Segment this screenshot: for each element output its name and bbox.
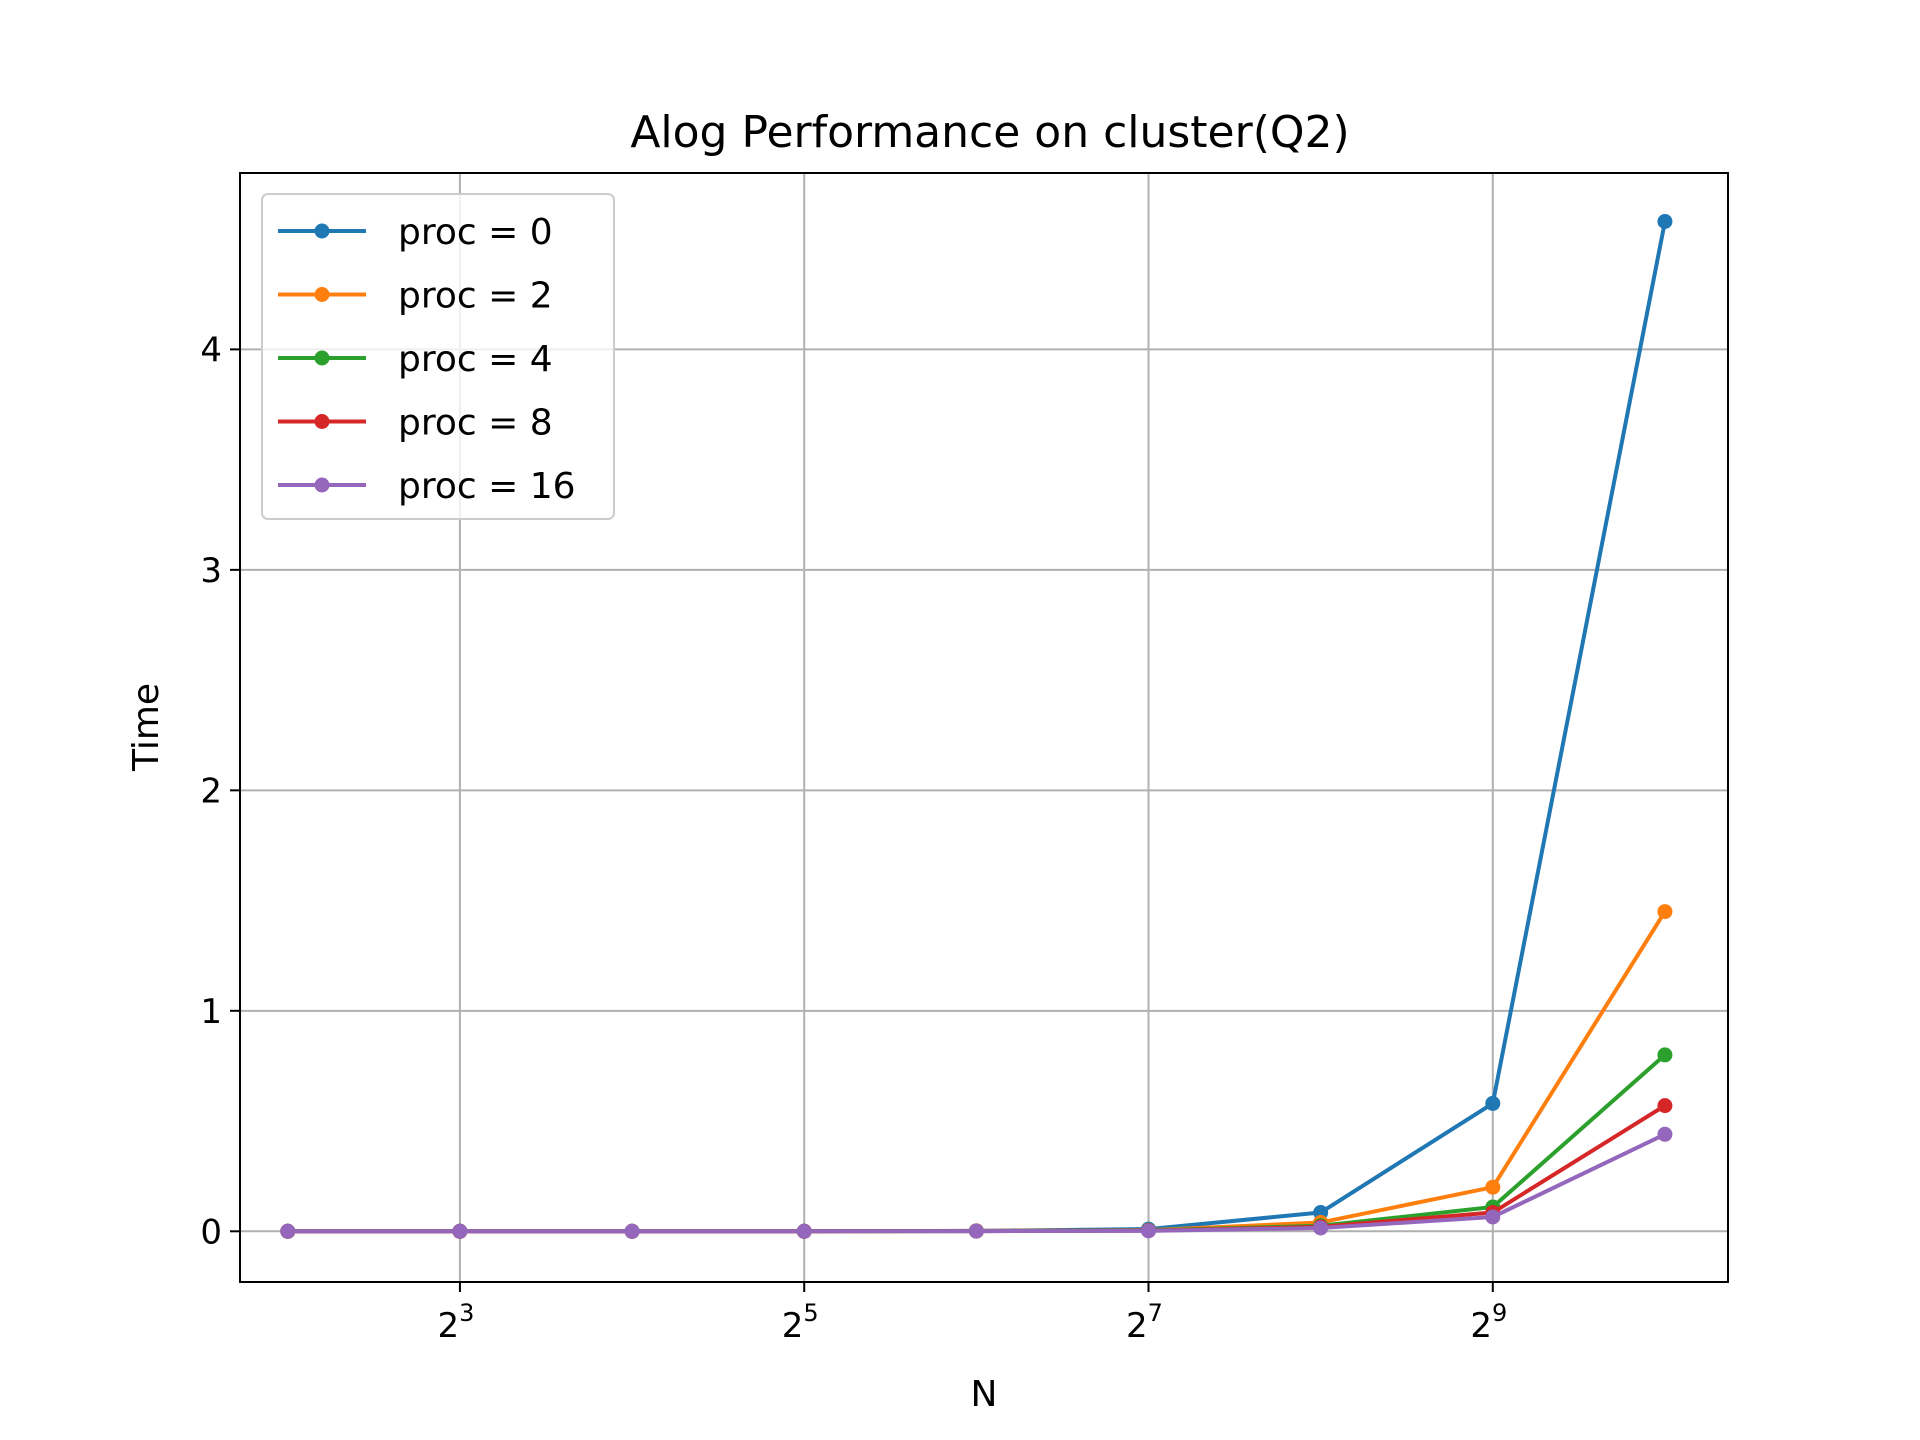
y-axis-label: Time [126, 683, 167, 772]
legend-box [261, 193, 615, 520]
y-tick-label: 4 [200, 330, 222, 370]
data-point [796, 1223, 812, 1239]
y-axis-ticks: 0 1 2 3 4 [200, 330, 240, 1252]
data-point [1657, 214, 1673, 230]
x-tick-base: 2 [782, 1306, 804, 1346]
legend-item: proc = 4 [278, 339, 553, 380]
y-tick-label: 3 [200, 551, 222, 591]
x-tick-base: 2 [1126, 1306, 1148, 1346]
x-tick-label: 27 [1126, 1299, 1163, 1346]
data-point [280, 1223, 296, 1239]
y-tick-label: 1 [200, 992, 222, 1032]
legend-label: proc = 4 [398, 339, 553, 380]
x-tick-label: 29 [1470, 1299, 1507, 1346]
data-point [452, 1223, 468, 1239]
legend-marker [314, 287, 330, 302]
legend-item: proc = 0 [278, 212, 553, 253]
axes-frame [239, 172, 1729, 1283]
x-tick-label: 25 [782, 1299, 819, 1346]
legend-marker [314, 350, 330, 366]
chart-title: Alog Performance on cluster(Q2) [630, 107, 1349, 158]
x-tick-base: 2 [1470, 1306, 1492, 1346]
legend-item: proc = 8 [278, 403, 553, 444]
legend-label: proc = 8 [398, 403, 553, 444]
data-point [1485, 1179, 1501, 1195]
x-axis-label: N [971, 1374, 998, 1415]
x-tick-label: 23 [437, 1299, 474, 1346]
x-tick-exponent: 5 [803, 1299, 818, 1327]
legend-item: proc = 16 [278, 466, 576, 507]
y-tick-label: 0 [200, 1212, 222, 1252]
legend-items: proc = 0 proc = 2 proc = 4 proc = 8 proc = 1… [278, 212, 576, 507]
y-tick-label: 2 [200, 771, 222, 811]
data-point [1657, 904, 1673, 920]
data-point [1657, 1047, 1673, 1063]
data-point [1141, 1223, 1157, 1239]
data-point [1485, 1095, 1501, 1111]
legend-marker [314, 414, 330, 429]
series-4 [280, 1126, 1673, 1239]
data-point [1313, 1220, 1329, 1236]
legend-label: proc = 2 [398, 276, 553, 317]
data-point [1485, 1209, 1501, 1225]
legend-marker [314, 477, 330, 493]
series-layer [280, 214, 1673, 1239]
legend-item: proc = 2 [278, 276, 553, 317]
legend: proc = 0 proc = 2 proc = 4 proc = 8 proc = 1… [261, 193, 615, 520]
x-tick-exponent: 9 [1492, 1299, 1507, 1327]
x-tick-base: 2 [437, 1306, 459, 1346]
data-point [624, 1223, 640, 1239]
legend-marker [314, 223, 330, 239]
legend-label: proc = 16 [398, 466, 576, 507]
data-point [1657, 1098, 1673, 1114]
x-axis-ticks: 23 25 27 29 [437, 1282, 1507, 1346]
data-point [1657, 1126, 1673, 1142]
data-point [968, 1223, 984, 1239]
x-tick-exponent: 7 [1148, 1299, 1163, 1327]
x-tick-exponent: 3 [459, 1299, 474, 1327]
legend-label: proc = 0 [398, 212, 553, 253]
